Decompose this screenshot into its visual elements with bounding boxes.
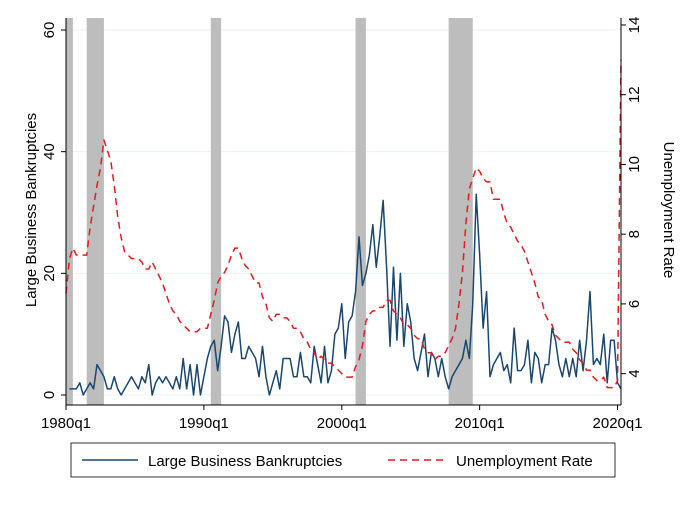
y-left-tick-label: 20 xyxy=(41,265,58,282)
x-tick-label: 2000q1 xyxy=(317,415,367,432)
series-lines xyxy=(65,59,622,396)
recession-band xyxy=(448,18,473,405)
x-tick-label: 2010q1 xyxy=(455,415,505,432)
recession-band xyxy=(355,18,366,405)
y-right-tick-label: 12 xyxy=(626,86,643,103)
legend-label-unemployment: Unemployment Rate xyxy=(456,453,593,470)
recession-band xyxy=(86,18,104,405)
axes: 0 20 40 60 4 6 8 10 12 14 1980q1 1990q1 2000q1 2010q1… xyxy=(41,17,643,432)
y-axis-right-label: Unemployment Rate xyxy=(660,142,677,279)
y-right-tick-label: 6 xyxy=(626,300,643,308)
legend: Large Business Bankruptcies Unemployment… xyxy=(70,442,616,478)
y-right-tick-label: 8 xyxy=(626,230,643,238)
y-right-tick-label: 4 xyxy=(626,369,643,377)
legend-label-bankruptcies: Large Business Bankruptcies xyxy=(148,453,342,470)
recession-band xyxy=(210,18,222,405)
y-left-tick-label: 0 xyxy=(41,391,58,399)
grid xyxy=(66,29,621,396)
x-tick-label: 1980q1 xyxy=(41,415,91,432)
legend-box xyxy=(70,442,616,478)
recession-shading xyxy=(66,18,473,405)
series-line-0 xyxy=(69,193,622,396)
y-axis-left-label: Large Business Bankruptcies xyxy=(23,113,40,307)
y-left-tick-label: 60 xyxy=(41,22,58,39)
recession-band xyxy=(66,18,73,405)
x-tick-label: 2020q1 xyxy=(593,415,643,432)
y-right-tick-label: 14 xyxy=(626,17,643,34)
y-left-tick-label: 40 xyxy=(41,143,58,160)
y-right-tick-label: 10 xyxy=(626,156,643,173)
x-tick-label: 1990q1 xyxy=(179,415,229,432)
plot-background xyxy=(66,18,621,405)
series-line-1 xyxy=(65,59,622,389)
